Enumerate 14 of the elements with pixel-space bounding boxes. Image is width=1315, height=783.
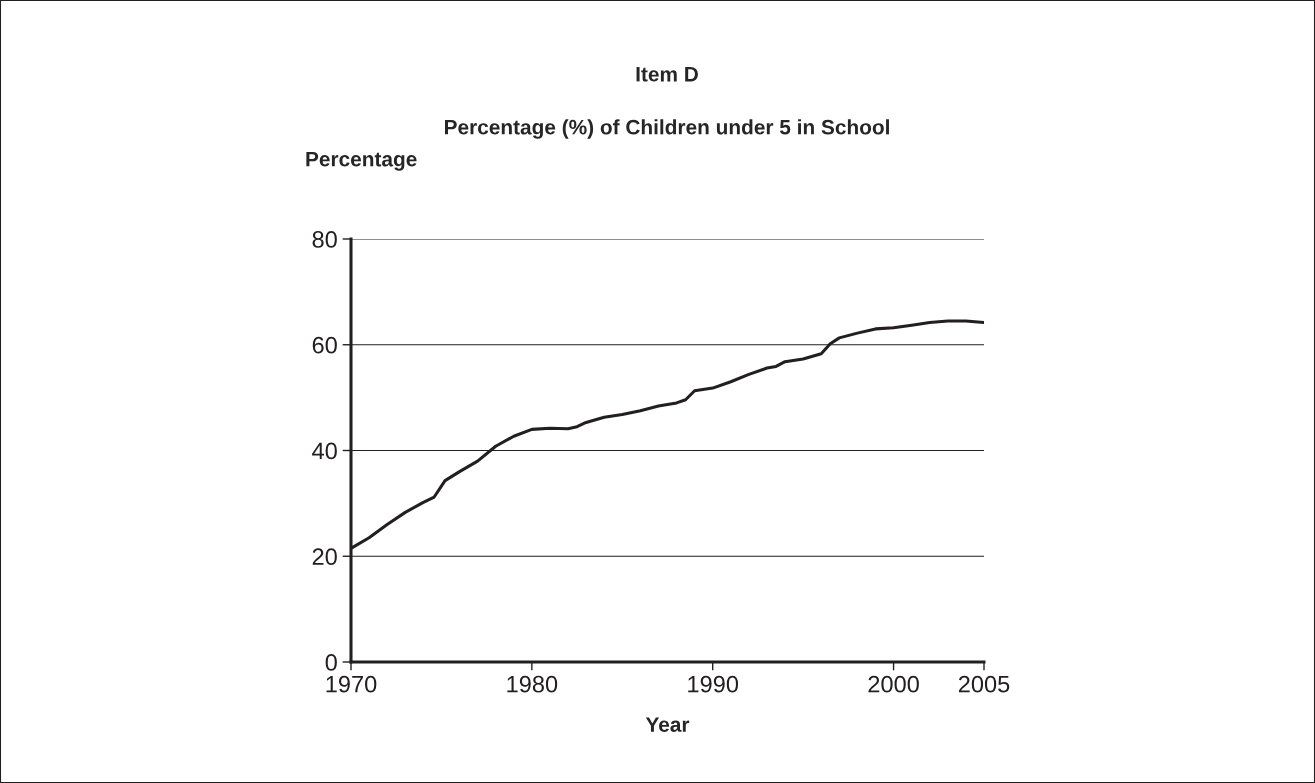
chart-title: Item D (636, 67, 698, 82)
x-axis-title: Year (645, 717, 690, 732)
y-axis-title: Percentage (306, 151, 417, 171)
x-tick-label: 1990 (688, 675, 739, 693)
y-tick-label: 0 (325, 654, 337, 671)
x-tick-label: 2005 (958, 675, 1010, 693)
x-tick-label: 1980 (507, 675, 558, 693)
x-tick-label: 1970 (326, 675, 377, 693)
y-tick-label: 40 (312, 442, 337, 460)
y-tick-label: 80 (312, 231, 337, 248)
y-tick-label: 20 (312, 548, 337, 566)
chart-subtitle: Percentage (%) of Children under 5 in School (445, 119, 889, 139)
y-tick-label: 60 (312, 336, 337, 354)
x-tick-label: 2000 (868, 675, 919, 693)
